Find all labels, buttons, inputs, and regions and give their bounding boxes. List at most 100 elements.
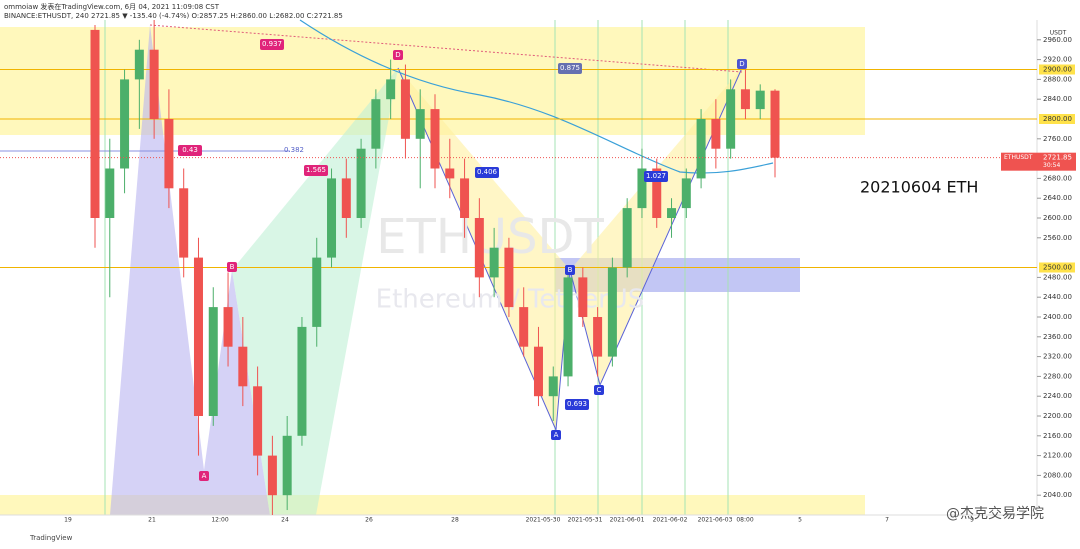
x-tick-label: 08:00 (736, 517, 753, 524)
pattern-point: B (568, 266, 573, 274)
x-tick-label: 2021-06-01 (610, 517, 645, 524)
last-price-label: 2721.85 (1043, 154, 1072, 162)
pattern-point: C (597, 386, 602, 394)
y-tick-label: 2680.00 (1043, 174, 1072, 182)
x-tick-label: 2021-06-02 (653, 517, 688, 524)
candle-body (386, 79, 396, 100)
ratio-label: 0.382 (284, 146, 304, 154)
level-tag (1039, 114, 1075, 124)
y-tick-label: 2400.00 (1043, 313, 1072, 321)
x-tick-label: 7 (885, 517, 889, 524)
y-tick-label: 2200.00 (1043, 412, 1072, 420)
pattern-point-bg (565, 265, 575, 275)
ratio-label: 0.693 (567, 400, 587, 408)
y-tick-label: 2440.00 (1043, 293, 1072, 301)
candle-body (297, 326, 307, 436)
pattern-point-bg (393, 50, 403, 60)
x-tick-label: 26 (365, 517, 373, 524)
last-price-tag (1001, 152, 1076, 171)
chart-title: 20210604 ETH (860, 178, 978, 197)
pattern-point: D (739, 60, 744, 68)
y-tick-label: 2760.00 (1043, 135, 1072, 143)
x-tick-label: 9 (970, 517, 974, 524)
candle-body (637, 168, 647, 209)
candle-body (238, 346, 248, 387)
currency: USDT (1050, 30, 1067, 37)
candle-body (179, 188, 189, 258)
candle-body (755, 90, 765, 110)
candle-body (593, 317, 603, 357)
x-tick-label: 5 (798, 517, 802, 524)
y-tick-label: 2280.00 (1043, 372, 1072, 380)
ratio-bg (304, 165, 328, 176)
ratio-bg (565, 399, 589, 410)
x-tick-label: 2021-06-03 (698, 517, 733, 524)
level-label: 2800.00 (1043, 115, 1072, 123)
footer-logo: TradingView (29, 534, 73, 542)
symbol-label: ETHUSDT (1004, 154, 1033, 161)
candle-body (460, 178, 470, 218)
ratio-bg (558, 63, 582, 74)
ratio-label: 0.406 (477, 168, 498, 176)
level-label: 2900.00 (1043, 66, 1072, 74)
candle-body (371, 99, 381, 149)
ratio-bg (475, 167, 499, 178)
candle-body (652, 168, 662, 218)
candle-body (282, 435, 292, 496)
ratio-label: 0.43 (182, 146, 198, 154)
candle-body (489, 247, 499, 278)
candle-body (223, 307, 233, 347)
x-tick-label: 2021-05-31 (568, 517, 603, 524)
level-tag (1039, 64, 1075, 75)
pattern-point: B (230, 263, 235, 271)
x-tick-label: 2021-05-30 (526, 517, 561, 524)
candle-body (578, 277, 588, 317)
pattern-point-bg (199, 471, 209, 481)
ratio-label: 1.565 (306, 166, 326, 174)
countdown: 30:54 (1043, 162, 1060, 169)
header-line2: BINANCE:ETHUSDT, 240 2721.85 ▼ -135.40 (… (4, 12, 343, 20)
candle-body (415, 109, 425, 139)
y-tick-label: 2360.00 (1043, 333, 1072, 341)
header-line1: ommoiaw 发表在TradingView.com, 6月 04, 2021 … (4, 2, 220, 11)
candle-body (90, 29, 100, 219)
candle-body (120, 79, 130, 169)
pattern-point-bg (227, 262, 237, 272)
candle-body (253, 386, 263, 456)
candle-body (607, 267, 617, 357)
y-tick-label: 2560.00 (1043, 234, 1072, 242)
candle-body (208, 307, 218, 416)
candle-body (474, 218, 484, 278)
candle-body (740, 89, 750, 110)
pattern-point: A (554, 431, 559, 439)
footer-credit: @杰克交易学院 (946, 505, 1044, 522)
candle-body (400, 79, 410, 139)
x-tick-label: 19 (64, 517, 72, 524)
candle-body (341, 178, 351, 218)
pattern-point: D (395, 51, 400, 59)
candle-body (681, 178, 691, 209)
candle-body (312, 257, 322, 327)
x-tick-label: 28 (451, 517, 459, 524)
moving-average (299, 19, 774, 174)
y-tick-label: 2920.00 (1043, 56, 1072, 64)
candle-body (770, 90, 780, 158)
candle-body (548, 376, 558, 397)
ratio-line (149, 24, 743, 73)
pattern-point-bg (737, 59, 747, 69)
y-tick-label: 2640.00 (1043, 194, 1072, 202)
candle-body (134, 49, 144, 80)
candle-body (563, 277, 573, 377)
candle-body (519, 307, 529, 347)
y-tick-label: 2080.00 (1043, 471, 1072, 479)
candle-body (726, 89, 736, 149)
candle-body (164, 119, 174, 189)
pattern-point-bg (551, 430, 561, 440)
y-tick-label: 2120.00 (1043, 452, 1072, 460)
y-tick-label: 2880.00 (1043, 75, 1072, 83)
candle-body (622, 208, 632, 268)
ratio-label: 0.875 (560, 64, 580, 72)
y-tick-label: 2040.00 (1043, 491, 1072, 499)
ratio-label: 0.937 (262, 40, 282, 48)
